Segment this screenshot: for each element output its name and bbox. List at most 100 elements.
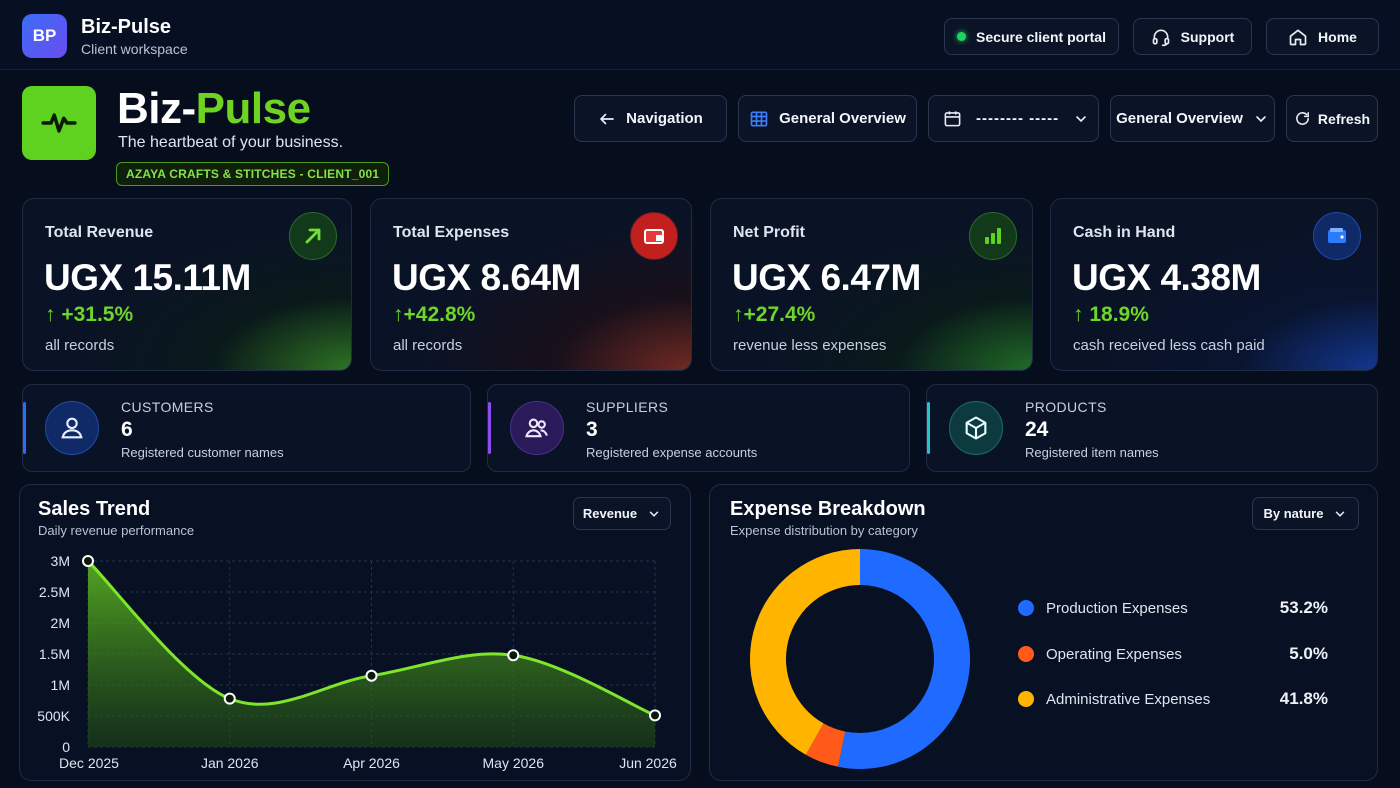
entity-value: 6 bbox=[121, 418, 133, 441]
entity-label: CUSTOMERS bbox=[121, 399, 214, 415]
secure-portal-button[interactable]: Secure client portal bbox=[944, 18, 1119, 55]
home-button[interactable]: Home bbox=[1266, 18, 1379, 55]
data-point[interactable] bbox=[365, 669, 378, 682]
kpi-card-net-profit[interactable]: Net Profit UGX 6.47M ↑+27.4% revenue les… bbox=[710, 198, 1033, 371]
entity-value: 3 bbox=[586, 418, 598, 441]
donut-slice-administrative-expenses[interactable] bbox=[750, 549, 860, 755]
entity-card-products[interactable]: PRODUCTS 24 Registered item names bbox=[926, 384, 1378, 472]
user-icon bbox=[45, 401, 99, 455]
x-tick-label: Jan 2026 bbox=[201, 755, 259, 771]
accent-bar bbox=[927, 402, 930, 454]
home-icon bbox=[1289, 29, 1307, 45]
trend-up-icon bbox=[289, 212, 337, 260]
legend-dot-icon bbox=[1018, 691, 1034, 707]
title-part-2: Pulse bbox=[195, 84, 311, 133]
sales-trend-chart: 3M 2.5M 2M 1.5M 1M 500K 0 Dec 2025 Jan 2026 Apr … bbox=[37, 553, 677, 771]
legend-value: 53.2% bbox=[1279, 598, 1328, 617]
general-overview-label: General Overview bbox=[779, 110, 906, 127]
kpi-value: UGX 4.38M bbox=[1072, 257, 1261, 298]
sales-trend-title: Sales Trend bbox=[38, 498, 151, 520]
legend-dot-icon bbox=[1018, 646, 1034, 662]
data-point[interactable] bbox=[223, 692, 236, 705]
y-tick-label: 500K bbox=[37, 708, 70, 724]
arrow-left-icon bbox=[600, 113, 614, 124]
x-tick-label: Jun 2026 bbox=[619, 755, 677, 771]
kpi-change: ↑+27.4% bbox=[733, 303, 816, 326]
kpi-note: all records bbox=[393, 337, 463, 354]
x-tick-label: May 2026 bbox=[483, 755, 545, 771]
chevron-down-icon bbox=[649, 510, 659, 517]
entity-label: SUPPLIERS bbox=[586, 399, 669, 415]
y-tick-label: 3M bbox=[51, 553, 70, 569]
calendar-icon bbox=[944, 111, 961, 127]
expense-donut-chart bbox=[750, 549, 970, 769]
box-icon bbox=[949, 401, 1003, 455]
y-tick-label: 1M bbox=[51, 677, 70, 693]
support-label: Support bbox=[1180, 28, 1235, 45]
entity-value: 24 bbox=[1025, 418, 1049, 441]
kpi-label: Total Expenses bbox=[393, 224, 510, 241]
legend-dot-icon bbox=[1018, 600, 1034, 616]
sales-trend-subtitle: Daily revenue performance bbox=[38, 523, 195, 538]
kpi-change-value: +42.8% bbox=[403, 303, 476, 326]
kpi-value: UGX 8.64M bbox=[392, 257, 581, 298]
legend-name: Production Expenses bbox=[1046, 599, 1188, 617]
y-tick-label: 1.5M bbox=[39, 646, 70, 662]
heartbeat-icon bbox=[41, 113, 77, 133]
secure-portal-label: Secure client portal bbox=[976, 28, 1106, 45]
entity-note: Registered customer names bbox=[121, 445, 284, 460]
legend-item-production[interactable]: Production Expenses 53.2% bbox=[1018, 597, 1328, 619]
data-point[interactable] bbox=[82, 555, 94, 567]
kpi-change-value: +27.4% bbox=[743, 303, 816, 326]
legend-name: Operating Expenses bbox=[1046, 645, 1182, 663]
refresh-label: Refresh bbox=[1317, 110, 1371, 127]
kpi-label: Total Revenue bbox=[45, 224, 154, 241]
kpi-change-value: +31.5% bbox=[61, 303, 134, 326]
overview-select-value: General Overview bbox=[1116, 110, 1243, 127]
app-subtitle: Client workspace bbox=[81, 41, 188, 57]
accent-bar bbox=[23, 402, 26, 454]
kpi-note: revenue less expenses bbox=[733, 337, 887, 354]
y-tick-label: 2.5M bbox=[39, 584, 70, 600]
entity-note: Registered expense accounts bbox=[586, 445, 758, 460]
status-dot-icon bbox=[957, 32, 967, 41]
expense-group-value: By nature bbox=[1263, 506, 1324, 521]
kpi-card-cash-in-hand[interactable]: Cash in Hand UGX 4.38M ↑ 18.9% cash rece… bbox=[1050, 198, 1378, 371]
kpi-card-total-expenses[interactable]: Total Expenses UGX 8.64M ↑+42.8% all rec… bbox=[370, 198, 692, 371]
entity-card-suppliers[interactable]: SUPPLIERS 3 Registered expense accounts bbox=[487, 384, 910, 472]
table-grid-icon bbox=[750, 111, 768, 126]
kpi-value: UGX 6.47M bbox=[732, 257, 921, 298]
entity-card-customers[interactable]: CUSTOMERS 6 Registered customer names bbox=[22, 384, 471, 472]
kpi-label: Cash in Hand bbox=[1073, 224, 1176, 241]
entity-note: Registered item names bbox=[1025, 445, 1159, 460]
general-overview-button[interactable]: General Overview bbox=[738, 95, 917, 142]
date-value: -------- ----- bbox=[976, 110, 1060, 127]
sales-metric-dropdown[interactable]: Revenue bbox=[573, 497, 671, 530]
expense-breakdown-title: Expense Breakdown bbox=[730, 498, 926, 520]
app-logo-badge: BP bbox=[22, 14, 67, 58]
home-label: Home bbox=[1318, 28, 1357, 45]
kpi-value: UGX 15.11M bbox=[44, 257, 251, 298]
title-part-1: Biz- bbox=[117, 84, 196, 133]
date-picker[interactable]: -------- ----- bbox=[928, 95, 1099, 142]
x-tick-label: Apr 2026 bbox=[343, 755, 400, 771]
navigation-button[interactable]: Navigation bbox=[574, 95, 727, 142]
kpi-card-total-revenue[interactable]: Total Revenue UGX 15.11M ↑ +31.5% all re… bbox=[22, 198, 352, 371]
overview-select[interactable]: General Overview bbox=[1110, 95, 1275, 142]
legend-item-operating[interactable]: Operating Expenses 5.0% bbox=[1018, 643, 1328, 665]
client-badge: AZAYA CRAFTS & STITCHES - CLIENT_001 bbox=[116, 162, 390, 186]
kpi-change: ↑+42.8% bbox=[393, 303, 476, 326]
chevron-down-icon bbox=[1256, 115, 1266, 122]
legend-item-administrative[interactable]: Administrative Expenses 41.8% bbox=[1018, 688, 1328, 710]
data-point[interactable] bbox=[649, 709, 661, 722]
donut-slice-operating-expenses[interactable] bbox=[805, 723, 846, 767]
refresh-button[interactable]: Refresh bbox=[1286, 95, 1378, 142]
kpi-change: ↑ 18.9% bbox=[1073, 303, 1149, 326]
chevron-down-icon bbox=[1336, 510, 1345, 517]
wallet-card-icon bbox=[1313, 212, 1361, 260]
donut-slice-production-expenses[interactable] bbox=[838, 549, 970, 769]
expense-group-dropdown[interactable]: By nature bbox=[1252, 497, 1359, 530]
data-point[interactable] bbox=[507, 649, 520, 662]
support-button[interactable]: Support bbox=[1133, 18, 1252, 55]
page-tagline: The heartbeat of your business. bbox=[118, 134, 344, 151]
